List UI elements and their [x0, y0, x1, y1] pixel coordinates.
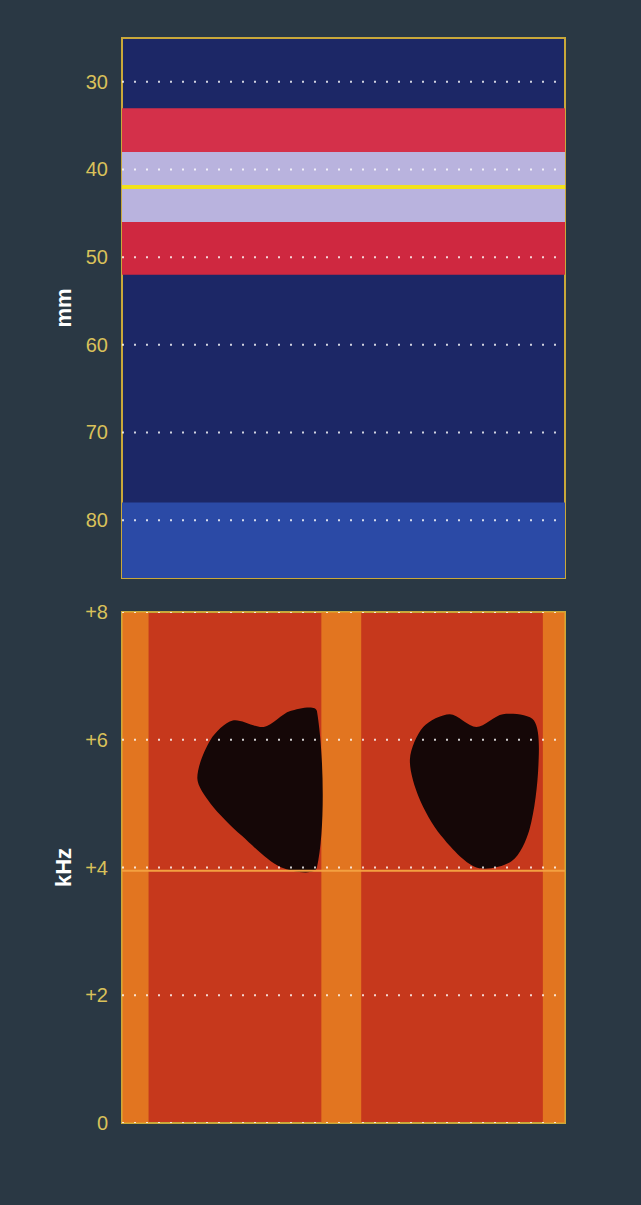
- svg-text:+8: +8: [85, 601, 108, 623]
- svg-text:+4: +4: [85, 857, 108, 879]
- svg-text:50: 50: [86, 246, 108, 268]
- svg-text:40: 40: [86, 158, 108, 180]
- svg-text:kHz: kHz: [51, 848, 76, 887]
- svg-text:70: 70: [86, 421, 108, 443]
- svg-text:30: 30: [86, 71, 108, 93]
- svg-text:+6: +6: [85, 729, 108, 751]
- svg-text:60: 60: [86, 334, 108, 356]
- svg-text:+2: +2: [85, 984, 108, 1006]
- svg-text:80: 80: [86, 509, 108, 531]
- svg-text:0: 0: [97, 1112, 108, 1134]
- svg-text:mm: mm: [51, 288, 76, 327]
